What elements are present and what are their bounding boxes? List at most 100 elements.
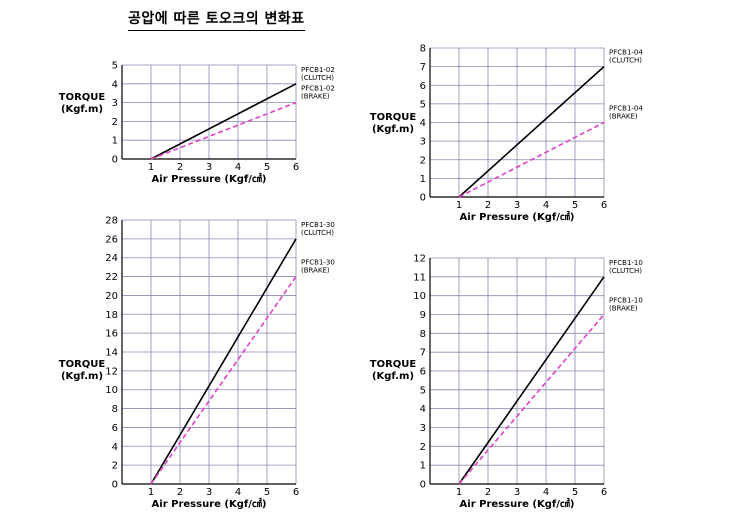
series-line-clutch xyxy=(458,66,605,198)
y-tick-label: 14 xyxy=(105,348,118,359)
y-tick-label: 4 xyxy=(420,404,426,415)
x-tick-label: 5 xyxy=(264,162,270,173)
y-axis-label: (Kgf.m) xyxy=(372,371,414,382)
y-tick-label: 9 xyxy=(420,310,426,321)
x-tick-label: 6 xyxy=(293,162,299,173)
page-title: 공압에 따른 토오크의 변화표 xyxy=(128,8,305,31)
chart-1: 0 1 2 3 4 5 1 2 3 4 5 6 Air Pressure (Kgf/㎠) TORQUE(K… xyxy=(59,61,335,186)
series-label-brake: (BRAKE) xyxy=(609,305,638,313)
x-tick-label: 2 xyxy=(485,487,491,498)
series-label-brake: (BRAKE) xyxy=(301,267,330,275)
chart-2: 0 1 2 3 4 5 6 7 8 1 2 3 4 5 6 Air Pressure (Kgf/㎠) TORQU… xyxy=(370,44,644,224)
x-axis-label: Air Pressure (Kgf/㎠) xyxy=(460,210,575,223)
y-tick-label: 6 xyxy=(112,423,118,434)
y-tick-label: 0 xyxy=(420,480,426,491)
x-tick-label: 4 xyxy=(543,487,549,498)
y-tick-label: 2 xyxy=(112,117,118,128)
x-tick-label: 5 xyxy=(572,487,578,498)
y-axis-label: (Kgf.m) xyxy=(61,104,103,115)
y-axis-label: (Kgf.m) xyxy=(372,124,414,135)
series-label-clutch: PFCB1-04 xyxy=(609,49,643,57)
x-tick-label: 1 xyxy=(148,162,154,173)
y-tick-label: 4 xyxy=(112,79,118,90)
y-tick-label: 1 xyxy=(420,174,426,185)
x-tick-label: 2 xyxy=(177,162,183,173)
x-tick-label: 5 xyxy=(572,200,578,211)
x-tick-label: 3 xyxy=(514,487,520,498)
y-tick-label: 6 xyxy=(420,81,426,92)
y-tick-label: 8 xyxy=(420,329,426,340)
x-tick-label: 2 xyxy=(177,487,183,498)
x-tick-label: 4 xyxy=(235,162,241,173)
x-tick-label: 6 xyxy=(601,200,607,211)
y-tick-label: 7 xyxy=(420,348,426,359)
series-line-brake xyxy=(458,313,605,485)
x-axis-label: Air Pressure (Kgf/㎠) xyxy=(152,172,267,185)
y-tick-label: 11 xyxy=(413,272,426,283)
series-label-clutch: PFCB1-30 xyxy=(301,221,335,229)
series-label-clutch: PFCB1-02 xyxy=(301,66,335,74)
x-tick-label: 4 xyxy=(235,487,241,498)
series-label-brake: PFCB1-10 xyxy=(609,297,643,305)
y-axis-label: TORQUE xyxy=(370,112,417,123)
y-axis-label: TORQUE xyxy=(370,359,417,370)
y-tick-label: 0 xyxy=(112,480,118,491)
y-tick-label: 3 xyxy=(112,98,118,109)
x-tick-label: 1 xyxy=(456,200,462,211)
x-axis-label: Air Pressure (Kgf/㎠) xyxy=(152,497,267,510)
y-tick-label: 2 xyxy=(112,461,118,472)
series-label-clutch: (CLUTCH) xyxy=(609,57,642,65)
y-tick-label: 3 xyxy=(420,423,426,434)
y-tick-label: 28 xyxy=(105,216,118,227)
y-tick-label: 7 xyxy=(420,62,426,73)
series-line-brake xyxy=(458,121,605,198)
y-axis-label: (Kgf.m) xyxy=(61,371,103,382)
y-tick-label: 12 xyxy=(105,366,118,377)
series-line-clutch xyxy=(150,238,297,485)
y-tick-label: 24 xyxy=(105,253,118,264)
y-tick-label: 10 xyxy=(105,385,118,396)
x-tick-label: 6 xyxy=(293,487,299,498)
y-tick-label: 0 xyxy=(420,193,426,204)
y-tick-label: 8 xyxy=(420,44,426,55)
y-tick-label: 2 xyxy=(420,155,426,166)
series-label-clutch: (CLUTCH) xyxy=(301,229,334,237)
x-tick-label: 4 xyxy=(543,200,549,211)
x-tick-label: 3 xyxy=(206,162,212,173)
x-tick-label: 6 xyxy=(601,487,607,498)
y-tick-label: 1 xyxy=(420,461,426,472)
series-label-brake: (BRAKE) xyxy=(609,113,638,121)
y-tick-label: 5 xyxy=(420,99,426,110)
series-label-brake: PFCB1-02 xyxy=(301,85,335,93)
y-tick-label: 16 xyxy=(105,329,118,340)
x-tick-label: 1 xyxy=(148,487,154,498)
y-tick-label: 26 xyxy=(105,234,118,245)
y-tick-label: 6 xyxy=(420,367,426,378)
series-line-clutch xyxy=(150,83,297,160)
y-axis-label: TORQUE xyxy=(59,92,106,103)
series-label-brake: PFCB1-04 xyxy=(609,105,643,113)
y-tick-label: 1 xyxy=(112,136,118,147)
y-tick-label: 18 xyxy=(105,310,118,321)
series-line-brake xyxy=(150,101,297,160)
x-tick-label: 3 xyxy=(206,487,212,498)
y-tick-label: 0 xyxy=(112,155,118,166)
x-tick-label: 2 xyxy=(485,200,491,211)
y-tick-label: 4 xyxy=(420,118,426,129)
series-line-clutch xyxy=(458,276,605,485)
y-axis-label: TORQUE xyxy=(59,359,106,370)
x-tick-label: 5 xyxy=(264,487,270,498)
series-label-clutch: (CLUTCH) xyxy=(609,267,642,275)
y-tick-label: 22 xyxy=(105,272,118,283)
x-axis-label: Air Pressure (Kgf/㎠) xyxy=(460,497,575,510)
y-tick-label: 12 xyxy=(413,254,426,265)
y-tick-label: 8 xyxy=(112,404,118,415)
y-tick-label: 2 xyxy=(420,442,426,453)
y-tick-label: 3 xyxy=(420,137,426,148)
series-line-brake xyxy=(150,276,297,485)
series-label-clutch: PFCB1-10 xyxy=(609,259,643,267)
y-tick-label: 10 xyxy=(413,291,426,302)
series-label-brake: PFCB1-30 xyxy=(301,259,335,267)
